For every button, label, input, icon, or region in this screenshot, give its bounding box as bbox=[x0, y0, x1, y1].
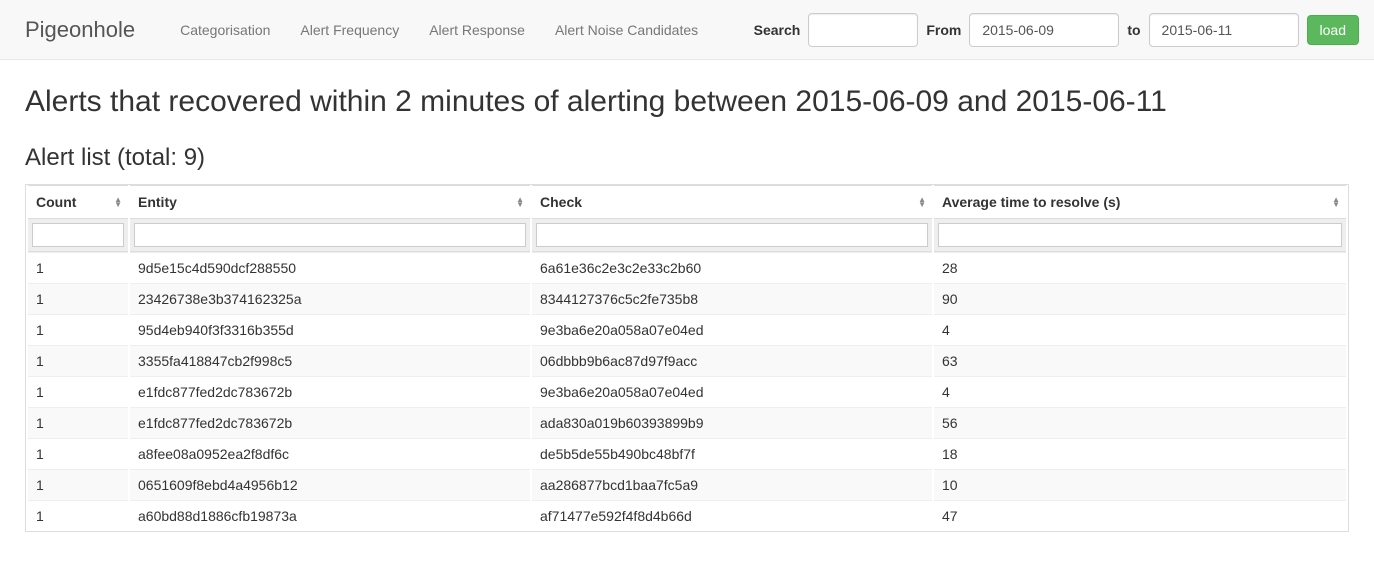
table-row: 1e1fdc877fed2dc783672bada830a019b6039389… bbox=[28, 407, 1346, 438]
table-header-row: Count ▲▼ Entity ▲▼ Check ▲▼ Average time… bbox=[28, 185, 1346, 219]
col-header-check[interactable]: Check ▲▼ bbox=[532, 185, 932, 219]
cell-count: 1 bbox=[28, 438, 128, 469]
from-date-input[interactable] bbox=[969, 13, 1119, 47]
table-row: 123426738e3b374162325a8344127376c5c2fe73… bbox=[28, 283, 1346, 314]
cell-entity: e1fdc877fed2dc783672b bbox=[130, 407, 530, 438]
to-date-input[interactable] bbox=[1149, 13, 1299, 47]
cell-avg: 18 bbox=[934, 438, 1346, 469]
col-header-avg[interactable]: Average time to resolve (s) ▲▼ bbox=[934, 185, 1346, 219]
col-header-entity-label: Entity bbox=[138, 194, 177, 210]
cell-count: 1 bbox=[28, 314, 128, 345]
cell-entity: 9d5e15c4d590dcf288550 bbox=[130, 252, 530, 283]
filter-input-entity[interactable] bbox=[134, 223, 526, 247]
nav-link-categorisation[interactable]: Categorisation bbox=[165, 7, 285, 53]
search-input[interactable] bbox=[808, 13, 918, 47]
cell-count: 1 bbox=[28, 469, 128, 500]
cell-count: 1 bbox=[28, 500, 128, 531]
cell-count: 1 bbox=[28, 376, 128, 407]
table-row: 195d4eb940f3f3316b355d9e3ba6e20a058a07e0… bbox=[28, 314, 1346, 345]
alerts-table: Count ▲▼ Entity ▲▼ Check ▲▼ Average time… bbox=[25, 184, 1349, 532]
cell-avg: 56 bbox=[934, 407, 1346, 438]
main-container: Alerts that recovered within 2 minutes o… bbox=[0, 60, 1374, 557]
cell-check: 6a61e36c2e3c2e33c2b60 bbox=[532, 252, 932, 283]
navbar: Pigeonhole Categorisation Alert Frequenc… bbox=[0, 0, 1374, 60]
cell-entity: 0651609f8ebd4a4956b12 bbox=[130, 469, 530, 500]
nav-link-alert-noise-candidates[interactable]: Alert Noise Candidates bbox=[540, 7, 713, 53]
cell-check: de5b5de55b490bc48bf7f bbox=[532, 438, 932, 469]
cell-entity: a8fee08a0952ea2f8df6c bbox=[130, 438, 530, 469]
cell-entity: 23426738e3b374162325a bbox=[130, 283, 530, 314]
navbar-form: Search From to load bbox=[754, 13, 1359, 47]
cell-count: 1 bbox=[28, 283, 128, 314]
table-row: 19d5e15c4d590dcf2885506a61e36c2e3c2e33c2… bbox=[28, 252, 1346, 283]
load-button[interactable]: load bbox=[1307, 15, 1359, 45]
cell-count: 1 bbox=[28, 407, 128, 438]
cell-avg: 4 bbox=[934, 376, 1346, 407]
nav-link-alert-response[interactable]: Alert Response bbox=[414, 7, 540, 53]
col-header-avg-label: Average time to resolve (s) bbox=[942, 194, 1120, 210]
col-header-entity[interactable]: Entity ▲▼ bbox=[130, 185, 530, 219]
cell-entity: 3355fa418847cb2f998c5 bbox=[130, 345, 530, 376]
table-row: 1a8fee08a0952ea2f8df6cde5b5de55b490bc48b… bbox=[28, 438, 1346, 469]
table-row: 13355fa418847cb2f998c506dbbb9b6ac87d97f9… bbox=[28, 345, 1346, 376]
cell-avg: 10 bbox=[934, 469, 1346, 500]
table-body: 19d5e15c4d590dcf2885506a61e36c2e3c2e33c2… bbox=[28, 252, 1346, 531]
cell-avg: 28 bbox=[934, 252, 1346, 283]
col-header-check-label: Check bbox=[540, 194, 582, 210]
cell-count: 1 bbox=[28, 345, 128, 376]
cell-entity: a60bd88d1886cfb19873a bbox=[130, 500, 530, 531]
nav-links: Categorisation Alert Frequency Alert Res… bbox=[165, 7, 713, 53]
cell-entity: e1fdc877fed2dc783672b bbox=[130, 376, 530, 407]
filter-input-avg[interactable] bbox=[938, 223, 1342, 247]
cell-check: ada830a019b60393899b9 bbox=[532, 407, 932, 438]
cell-check: 9e3ba6e20a058a07e04ed bbox=[532, 376, 932, 407]
filter-input-count[interactable] bbox=[32, 223, 124, 247]
cell-avg: 47 bbox=[934, 500, 1346, 531]
col-header-count[interactable]: Count ▲▼ bbox=[28, 185, 128, 219]
sort-icon: ▲▼ bbox=[516, 197, 524, 207]
cell-check: 9e3ba6e20a058a07e04ed bbox=[532, 314, 932, 345]
table-row: 1e1fdc877fed2dc783672b9e3ba6e20a058a07e0… bbox=[28, 376, 1346, 407]
brand[interactable]: Pigeonhole bbox=[15, 2, 150, 58]
cell-avg: 4 bbox=[934, 314, 1346, 345]
cell-count: 1 bbox=[28, 252, 128, 283]
cell-entity: 95d4eb940f3f3316b355d bbox=[130, 314, 530, 345]
cell-check: aa286877bcd1baa7fc5a9 bbox=[532, 469, 932, 500]
sort-icon: ▲▼ bbox=[114, 197, 122, 207]
to-label: to bbox=[1127, 22, 1140, 38]
sort-icon: ▲▼ bbox=[1332, 197, 1340, 207]
col-header-count-label: Count bbox=[36, 194, 76, 210]
search-label: Search bbox=[754, 22, 801, 38]
cell-check: af71477e592f4f8d4b66d bbox=[532, 500, 932, 531]
list-title: Alert list (total: 9) bbox=[25, 144, 1349, 172]
table-row: 1a60bd88d1886cfb19873aaf71477e592f4f8d4b… bbox=[28, 500, 1346, 531]
table-row: 10651609f8ebd4a4956b12aa286877bcd1baa7fc… bbox=[28, 469, 1346, 500]
filter-row bbox=[28, 219, 1346, 252]
cell-check: 06dbbb9b6ac87d97f9acc bbox=[532, 345, 932, 376]
page-title: Alerts that recovered within 2 minutes o… bbox=[25, 85, 1349, 119]
from-label: From bbox=[926, 22, 961, 38]
filter-input-check[interactable] bbox=[536, 223, 928, 247]
sort-icon: ▲▼ bbox=[918, 197, 926, 207]
nav-link-alert-frequency[interactable]: Alert Frequency bbox=[285, 7, 414, 53]
cell-avg: 63 bbox=[934, 345, 1346, 376]
cell-avg: 90 bbox=[934, 283, 1346, 314]
cell-check: 8344127376c5c2fe735b8 bbox=[532, 283, 932, 314]
